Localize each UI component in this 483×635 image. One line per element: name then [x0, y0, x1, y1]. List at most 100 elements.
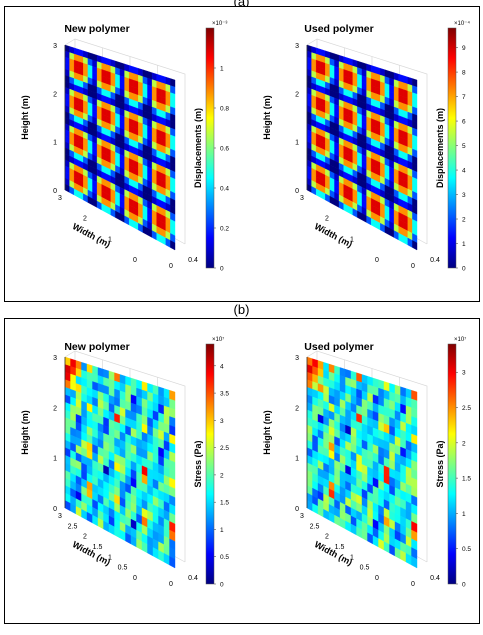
colorbar-exponent: ×10⁻⁴	[454, 20, 470, 27]
colorbar-tick-label: 0.4	[220, 186, 229, 193]
x-axis-label: Width (m)	[71, 221, 112, 249]
colorbar-tick-label: 2.5	[462, 405, 471, 412]
chart-3: New polymer 0 1 2 3 Height (m) 3 2.5 2 1.5 1 0.5 0 Wi…	[20, 336, 229, 589]
chart-title: New polymer	[64, 341, 129, 353]
width-tick-label: 2	[325, 216, 329, 223]
surface	[64, 356, 176, 569]
surface-cell	[169, 555, 176, 569]
width-tick-label: 3	[58, 195, 62, 202]
colorbar-tick-label: 0.5	[462, 546, 471, 553]
y-axis-label: Height (m)	[262, 95, 272, 140]
width-tick-label: 1.5	[335, 544, 345, 551]
colorbar-exponent: ×10⁷	[212, 336, 224, 343]
colorbar-tick-label: 0	[220, 266, 224, 273]
colorbar-tick-label: 7	[462, 94, 466, 101]
width-tick-label: 0	[133, 257, 137, 264]
x-axis-label: Width (m)	[313, 539, 354, 567]
colorbar-tick-label: 3	[462, 370, 466, 377]
colorbar-tick-label: 4	[220, 363, 224, 370]
depth-tick-label: 0.4	[430, 257, 440, 264]
colorbar-label: Displacements (m)	[435, 108, 445, 188]
colorbar-tick-label: 2	[220, 472, 224, 479]
y-tick-label: 1	[53, 140, 57, 147]
surface	[64, 44, 176, 251]
y-tick-label: 1	[295, 456, 299, 463]
width-tick-label: 0	[375, 257, 379, 264]
colorbar-tick-label: 0	[462, 266, 466, 273]
y-tick-label: 0	[295, 506, 299, 513]
surface-cell	[411, 555, 418, 569]
panel-a-label: (a)	[233, 0, 250, 9]
surface-cell	[412, 240, 418, 251]
y-axis-label: Height (m)	[262, 410, 272, 455]
width-tick-label: 0	[375, 575, 379, 582]
chart-title: Used polymer	[304, 23, 373, 35]
surface-cell	[170, 240, 176, 251]
surface	[306, 356, 418, 569]
colorbar-tick-label: 0.5	[220, 554, 229, 561]
colorbar-tick-label: 1	[462, 241, 466, 248]
colorbar-tick-label: 9	[462, 45, 466, 52]
colorbar-tick-label: 4	[462, 168, 466, 175]
y-tick-label: 3	[295, 355, 299, 362]
chart-4: Used polymer 0 1 2 3 Height (m) 3 2.5 2 1.5 1 0.5 0 W…	[262, 336, 471, 589]
depth-tick-label: 0.4	[430, 575, 440, 582]
width-tick-label: 1	[108, 554, 112, 561]
depth-tick-label: 0	[169, 581, 173, 588]
colorbar-tick-label: 0.6	[220, 146, 229, 153]
y-tick-label: 3	[53, 355, 57, 362]
colorbar-label: Stress (Pa)	[193, 440, 203, 487]
colorbar-tick-label: 0	[462, 582, 466, 589]
chart-2: Used polymer 0 1 2 3 Height (m) 3 2 1 0 Width (m) 0…	[262, 20, 470, 273]
colorbar-tick-label: 1.5	[220, 500, 229, 507]
y-tick-label: 3	[295, 43, 299, 50]
y-tick-label: 2	[53, 91, 57, 98]
width-tick-label: 1	[350, 236, 354, 243]
y-tick-label: 2	[295, 405, 299, 412]
y-tick-label: 3	[53, 43, 57, 50]
width-tick-label: 2	[83, 216, 87, 223]
chart-title: New polymer	[64, 23, 129, 35]
chart-1: New polymer 0 1 2 3 Height (m) 3 2 1 0 Width (m) 0 0…	[20, 21, 229, 273]
colorbar-tick-label: 3	[220, 418, 224, 425]
width-tick-label: 0	[133, 575, 137, 582]
colorbar-exponent: ×10⁻³	[212, 21, 227, 27]
colorbar-tick-label: 3.5	[220, 391, 229, 398]
width-tick-label: 1.5	[93, 544, 103, 551]
colorbar-tick-label: 5	[462, 143, 466, 150]
width-tick-label: 3	[58, 513, 62, 520]
colorbar-tick-label: 6	[462, 119, 466, 126]
colorbar	[447, 343, 457, 585]
depth-tick-label: 0	[411, 263, 415, 270]
width-tick-label: 3	[300, 513, 304, 520]
colorbar-exponent: ×10⁷	[454, 336, 466, 343]
colorbar	[205, 27, 215, 269]
depth-tick-label: 0	[411, 581, 415, 588]
colorbar-tick-label: 1	[462, 511, 466, 518]
width-tick-label: 3	[300, 195, 304, 202]
y-tick-label: 1	[53, 456, 57, 463]
colorbar-tick-label: 2.5	[220, 445, 229, 452]
colorbar-tick-label: 2	[462, 440, 466, 447]
colorbar-tick-label: 1	[220, 66, 224, 73]
width-tick-label: 0.5	[118, 565, 128, 572]
colorbar-tick-label: 8	[462, 70, 466, 77]
colorbar-tick-label: 0	[220, 582, 224, 589]
y-axis-label: Height (m)	[20, 410, 30, 455]
depth-tick-label: 0	[169, 263, 173, 270]
width-tick-label: 2.5	[68, 523, 78, 530]
depth-tick-label: 0.4	[188, 257, 198, 264]
colorbar-tick-label: 2	[462, 217, 466, 224]
y-axis-label: Height (m)	[20, 95, 30, 140]
y-tick-label: 0	[295, 188, 299, 195]
width-tick-label: 2.5	[310, 523, 320, 530]
colorbar-tick-label: 1	[220, 527, 224, 534]
x-axis-label: Width (m)	[313, 221, 354, 249]
panel-b-label: (b)	[233, 302, 250, 317]
x-axis-label: Width (m)	[71, 539, 112, 567]
colorbar	[447, 27, 457, 269]
width-tick-label: 1	[108, 236, 112, 243]
colorbar-tick-label: 0.2	[220, 226, 229, 233]
width-tick-label: 0.5	[360, 565, 370, 572]
